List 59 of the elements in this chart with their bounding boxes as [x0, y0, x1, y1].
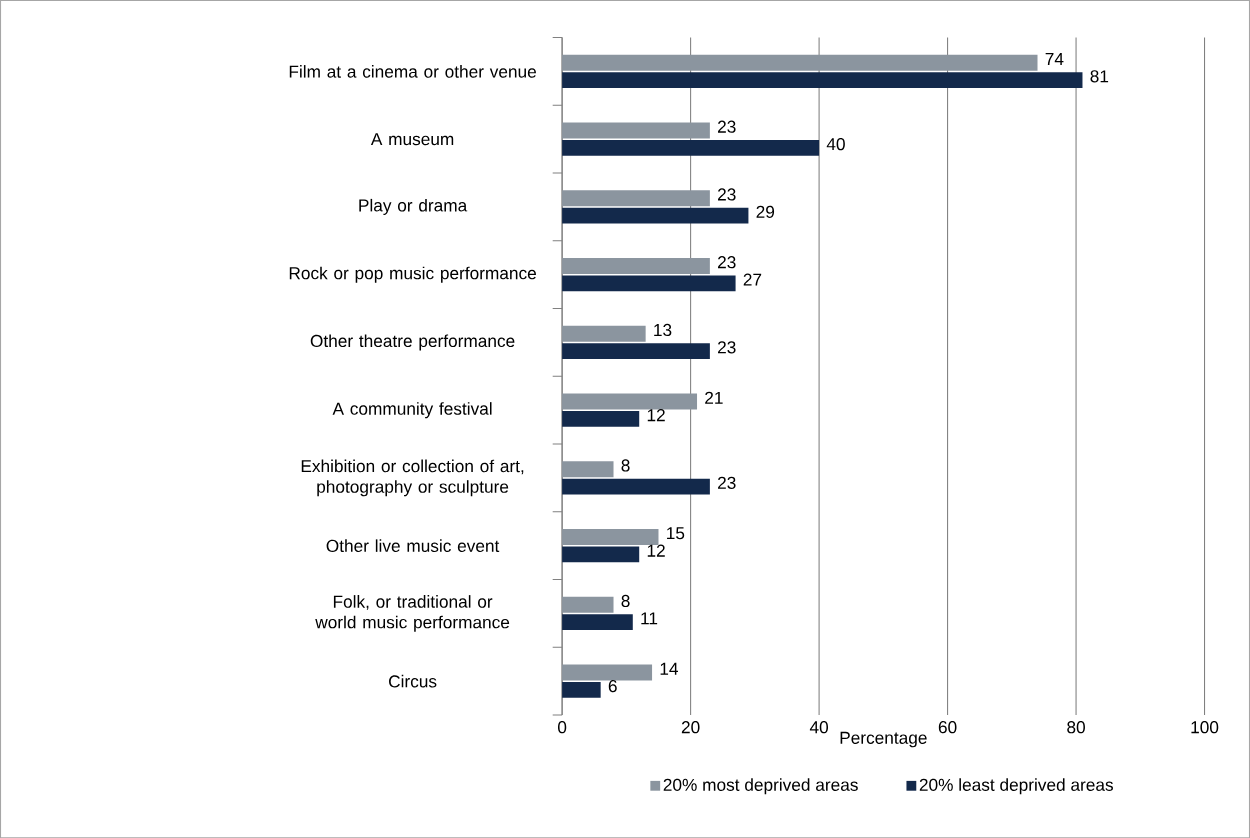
bar	[562, 343, 710, 359]
y-tick-label: A museum	[370, 133, 454, 146]
data-label: 15	[667, 527, 685, 540]
x-tick-label: 60	[938, 720, 957, 734]
bar	[562, 257, 710, 274]
y-tick-label: Circus	[389, 674, 437, 688]
data-label: 8	[621, 594, 630, 607]
bar	[562, 393, 698, 410]
y-tick-label: Folk, or traditional or world music performance	[315, 594, 510, 632]
y-tick-label: Film at a cinema or other venue	[289, 64, 536, 78]
data-label: 21	[705, 391, 723, 404]
x-tick-label: 0	[557, 720, 567, 734]
data-label: 13	[654, 323, 672, 336]
legend-label: 20% most deprived areas	[663, 778, 858, 795]
bar	[562, 614, 633, 630]
data-label: 23	[718, 120, 736, 133]
bar	[562, 122, 710, 139]
data-label: 81	[1090, 70, 1109, 83]
x-axis-title: Percentage	[840, 731, 927, 748]
data-label: 29	[756, 205, 775, 218]
data-label: 23	[718, 341, 736, 354]
bar	[562, 596, 614, 613]
bar	[562, 681, 601, 698]
y-tick-label: Other theatre performance	[310, 334, 515, 351]
x-tick-label: 20	[681, 720, 700, 734]
y-tick-label: A community festival	[332, 401, 492, 419]
data-label: 27	[743, 273, 762, 286]
data-label: 40	[826, 137, 845, 151]
bar	[562, 275, 736, 292]
bar	[562, 190, 710, 207]
bar	[562, 207, 749, 224]
bar	[562, 478, 710, 495]
bar	[562, 139, 820, 156]
y-tick-label: Exhibition or collection of art, photography or sculpture	[301, 459, 524, 497]
bar	[562, 461, 614, 478]
y-tick-label: Rock or pop music performance	[289, 266, 536, 283]
data-label: 23	[718, 476, 736, 489]
x-tick-label: 80	[1067, 720, 1085, 734]
bar	[562, 54, 1038, 71]
data-label: 74	[1045, 52, 1064, 65]
bar	[562, 664, 653, 681]
data-label: 14	[660, 662, 679, 675]
data-label: 11	[641, 612, 658, 625]
data-label: 23	[718, 188, 736, 201]
bar	[562, 546, 640, 563]
y-tick-label: Other live music event	[326, 539, 500, 552]
bar	[562, 410, 640, 427]
legend-label: 20% least deprived areas	[919, 778, 1113, 795]
bar	[562, 72, 1083, 88]
data-label: 6	[608, 679, 617, 693]
data-label: 12	[647, 408, 665, 421]
bar	[562, 325, 646, 342]
data-label: 12	[647, 544, 665, 557]
data-label: 23	[718, 255, 736, 269]
y-tick-label: Play or drama	[359, 198, 468, 215]
data-label: 8	[621, 459, 630, 472]
x-tick-label: 100	[1191, 720, 1219, 734]
x-tick-label: 40	[809, 720, 829, 734]
bar	[562, 528, 659, 545]
